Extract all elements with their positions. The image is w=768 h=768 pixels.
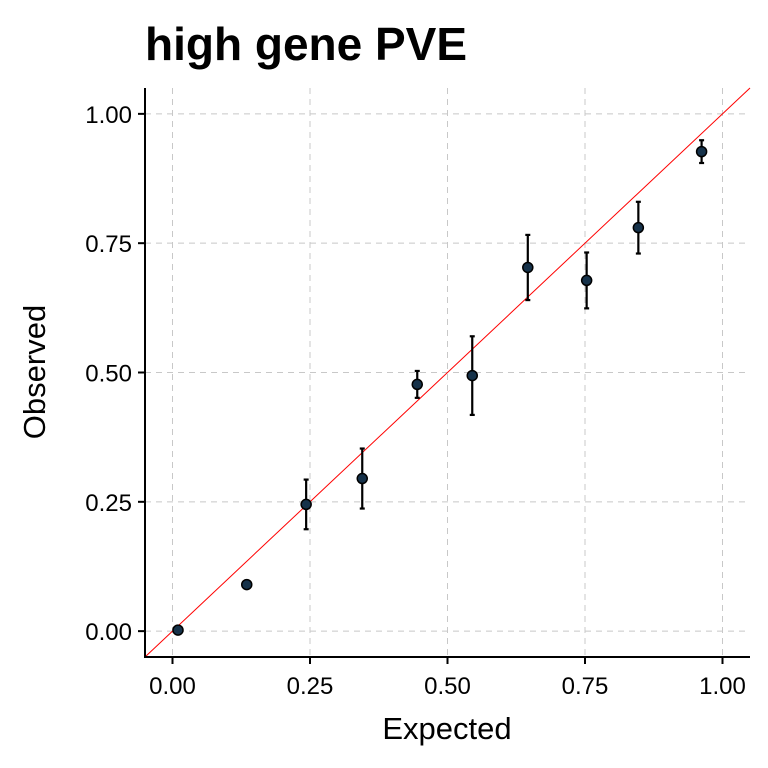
data-point-4 xyxy=(411,378,423,391)
data-point-9 xyxy=(695,145,708,158)
reference-line-group xyxy=(144,87,751,658)
x-tick-label-3: 0.75 xyxy=(562,673,609,700)
y-axis-ticks: 0.00 0.25 0.50 0.75 1.00 xyxy=(85,102,145,646)
x-tick-label-0: 0.00 xyxy=(149,673,196,700)
x-tick-label-4: 1.00 xyxy=(699,673,746,700)
x-axis-label: Expected xyxy=(382,711,511,746)
data-point-2 xyxy=(300,498,312,511)
x-tick-label-2: 0.50 xyxy=(424,673,471,700)
x-tick-label-1: 0.25 xyxy=(287,673,334,700)
data-point-5 xyxy=(466,369,478,382)
y-tick-label-0: 0.00 xyxy=(85,619,132,646)
y-axis-label: Observed xyxy=(17,305,52,439)
y-tick-label-1: 0.25 xyxy=(85,490,132,517)
data-points xyxy=(172,145,708,636)
data-point-8 xyxy=(632,221,645,234)
data-point-3 xyxy=(356,472,368,485)
data-point-1 xyxy=(241,578,253,591)
y-tick-label-3: 0.75 xyxy=(85,231,132,258)
reference-line xyxy=(144,87,751,658)
data-point-6 xyxy=(522,261,534,274)
error-bars xyxy=(303,139,705,531)
grid-lines xyxy=(145,88,750,657)
y-tick-label-4: 1.00 xyxy=(85,102,132,129)
data-point-0 xyxy=(172,624,184,636)
data-point-7 xyxy=(580,274,593,287)
chart-title: high gene PVE xyxy=(145,18,467,70)
y-tick-label-2: 0.50 xyxy=(85,361,132,388)
x-axis-ticks: 0.00 0.25 0.50 0.75 1.00 xyxy=(149,657,746,700)
